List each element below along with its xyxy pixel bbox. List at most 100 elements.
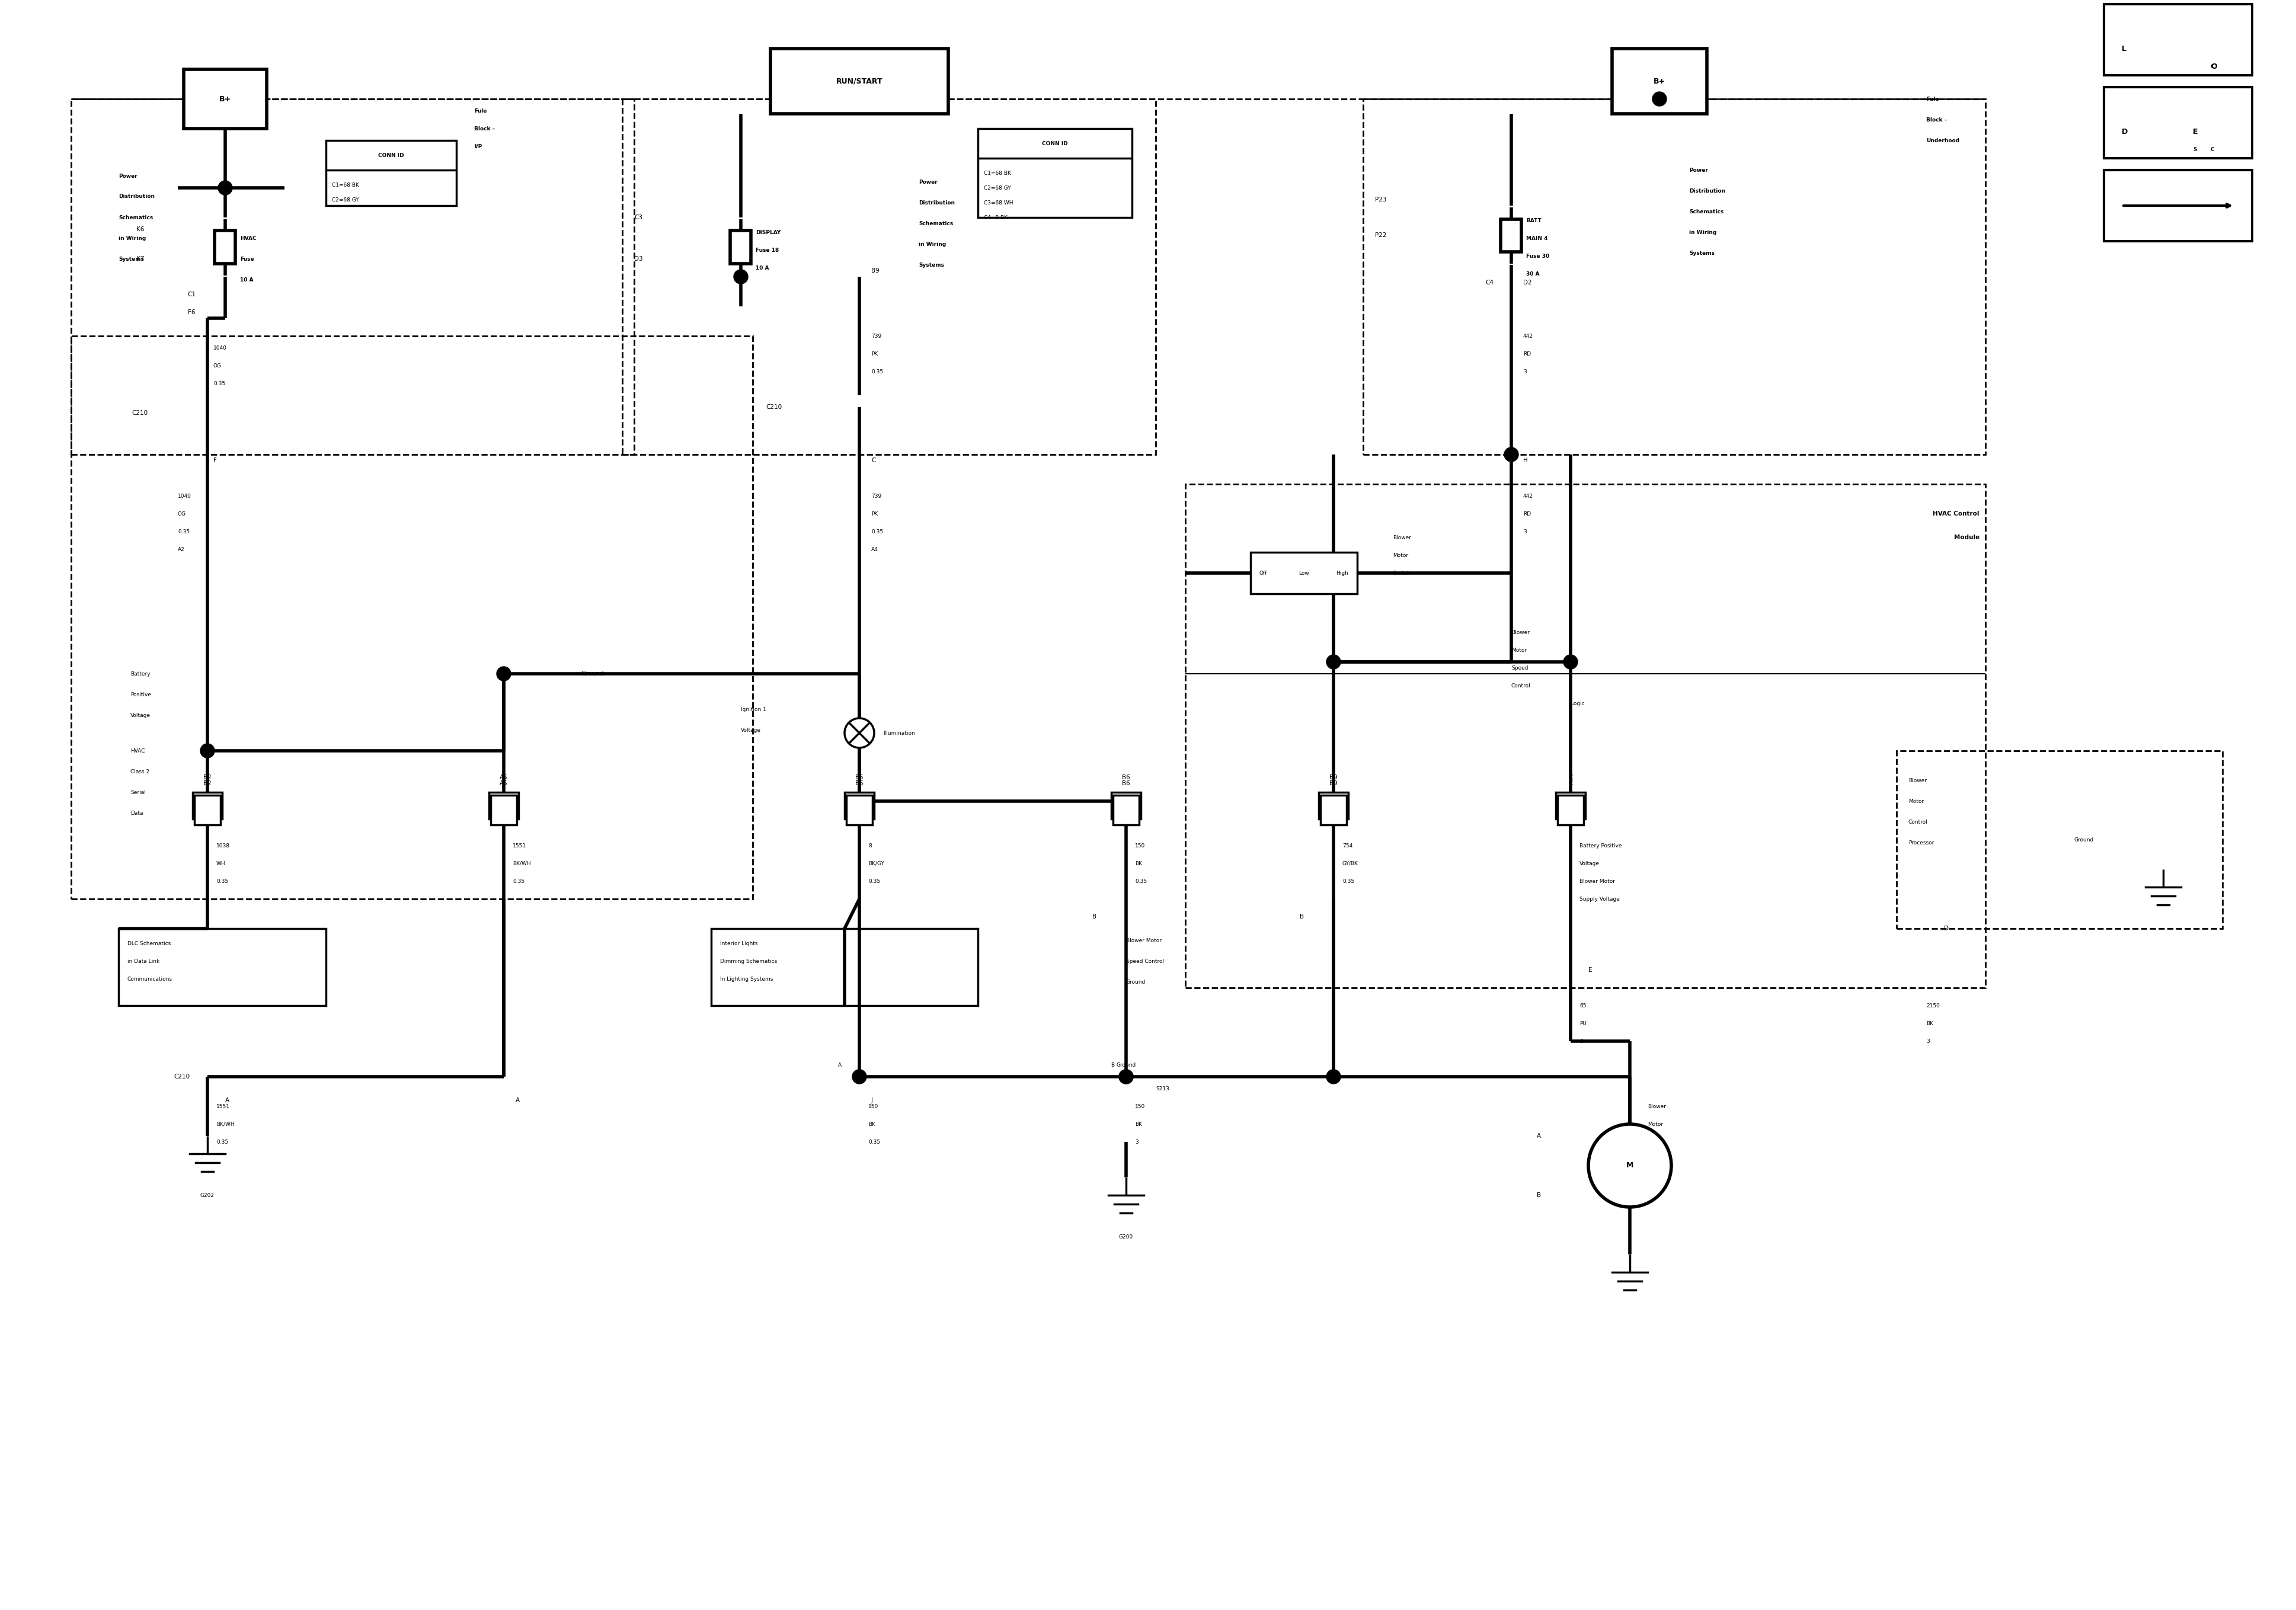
Text: B6: B6	[1123, 781, 1130, 786]
Text: Module: Module	[1954, 535, 1979, 541]
Text: K6: K6	[135, 227, 145, 232]
Text: 150: 150	[868, 1103, 879, 1109]
Text: B: B	[1300, 914, 1304, 919]
Bar	[2103, 171, 2252, 242]
Circle shape	[852, 1069, 866, 1084]
Bar	[184, 69, 266, 129]
Text: A: A	[838, 1063, 843, 1067]
Text: 3: 3	[1522, 528, 1527, 535]
Text: RUN/START: RUN/START	[836, 77, 882, 85]
Text: 2150: 2150	[1926, 1003, 1940, 1008]
Text: Illumination: Illumination	[884, 731, 914, 736]
Text: HVAC Control: HVAC Control	[1933, 510, 1979, 517]
Text: 0.35: 0.35	[216, 879, 227, 884]
Text: High: High	[1336, 570, 1348, 576]
Text: C3: C3	[634, 214, 643, 221]
Text: Speed Control: Speed Control	[1125, 958, 1164, 964]
Text: A4: A4	[870, 547, 877, 552]
Text: C: C	[2211, 147, 2216, 151]
Text: 1038: 1038	[216, 844, 230, 848]
Text: OG: OG	[177, 510, 186, 517]
Text: 150: 150	[1134, 1103, 1146, 1109]
Text: Communications: Communications	[126, 976, 172, 982]
Text: PK: PK	[870, 351, 877, 356]
Text: Voltage: Voltage	[742, 728, 760, 733]
Bar	[193, 792, 223, 819]
Text: 0.35: 0.35	[216, 1140, 227, 1145]
Text: In Lighting Systems: In Lighting Systems	[721, 976, 774, 982]
Text: Schematics: Schematics	[918, 221, 953, 225]
Text: BK/WH: BK/WH	[512, 861, 530, 866]
Text: B5: B5	[856, 774, 863, 781]
Text: BK: BK	[1926, 1021, 1933, 1026]
Circle shape	[1589, 1124, 1671, 1208]
Text: Motor: Motor	[1511, 647, 1527, 652]
Bar	[1114, 795, 1139, 824]
Text: 1040: 1040	[177, 493, 191, 499]
Text: 0.35: 0.35	[870, 369, 884, 374]
Bar	[195, 795, 220, 824]
Text: Schematics: Schematics	[1690, 209, 1724, 214]
Text: C1: C1	[188, 291, 195, 298]
Text: F6: F6	[188, 309, 195, 316]
Circle shape	[218, 180, 232, 195]
Text: 3: 3	[1522, 369, 1527, 374]
Text: Ground: Ground	[1116, 1063, 1137, 1067]
Text: I/P: I/P	[475, 143, 482, 150]
Text: Switch: Switch	[1394, 570, 1410, 576]
Text: A: A	[1536, 1133, 1541, 1138]
Text: C210: C210	[174, 1074, 191, 1080]
Text: B: B	[1111, 1063, 1114, 1067]
Text: B2: B2	[204, 774, 211, 781]
Text: S213: S213	[1155, 1085, 1169, 1092]
Text: E: E	[1589, 968, 1591, 972]
Text: B+: B+	[218, 95, 232, 103]
Circle shape	[1118, 1069, 1134, 1084]
Text: Processor: Processor	[1908, 840, 1933, 845]
Text: Fule: Fule	[475, 108, 487, 113]
Bar	[2103, 5, 2252, 76]
Text: RD: RD	[1522, 510, 1531, 517]
Text: Motor: Motor	[1649, 1122, 1662, 1127]
Text: D2: D2	[1522, 280, 1531, 285]
Text: 30 A: 30 A	[1527, 270, 1538, 277]
Bar	[1364, 98, 1986, 454]
Text: Control: Control	[1908, 819, 1929, 824]
Text: Fuse 30: Fuse 30	[1527, 253, 1550, 259]
Text: 754: 754	[1343, 844, 1352, 848]
Text: Battery: Battery	[131, 671, 149, 676]
Text: A: A	[225, 1098, 230, 1103]
Text: Ignition 1: Ignition 1	[742, 707, 767, 712]
Bar	[1896, 750, 2223, 929]
Text: Blower: Blower	[1511, 630, 1529, 634]
Bar	[1318, 792, 1348, 819]
Text: Systems: Systems	[1690, 251, 1715, 256]
Text: GY/BK: GY/BK	[1343, 861, 1359, 866]
Text: S: S	[2193, 147, 2197, 151]
Text: D: D	[1945, 926, 1949, 932]
Text: 442: 442	[1522, 333, 1534, 338]
Text: Block –: Block –	[475, 126, 496, 132]
Bar	[1111, 792, 1141, 819]
Text: Dimming Schematics: Dimming Schematics	[721, 958, 776, 964]
Text: C: C	[870, 457, 875, 464]
Text: M: M	[1626, 1162, 1632, 1169]
Text: 0.35: 0.35	[1343, 879, 1355, 884]
Text: G202: G202	[200, 1193, 214, 1198]
Text: 1551: 1551	[216, 1103, 230, 1109]
Text: 442: 442	[1522, 493, 1534, 499]
Text: BK/WH: BK/WH	[216, 1122, 234, 1127]
Text: 1551: 1551	[512, 844, 526, 848]
Circle shape	[1327, 1069, 1341, 1084]
Circle shape	[735, 269, 748, 283]
Text: OG: OG	[214, 362, 223, 369]
Text: Underhood: Underhood	[1926, 138, 1958, 143]
Bar	[119, 929, 326, 1006]
Text: 1040: 1040	[214, 345, 227, 351]
Text: C2=68 GY: C2=68 GY	[983, 185, 1010, 190]
Text: B6: B6	[1123, 774, 1130, 781]
Text: Supply Voltage: Supply Voltage	[1580, 897, 1619, 902]
Bar	[1612, 48, 1706, 114]
Text: 0.35: 0.35	[868, 879, 879, 884]
Text: Logic: Logic	[1570, 700, 1584, 707]
